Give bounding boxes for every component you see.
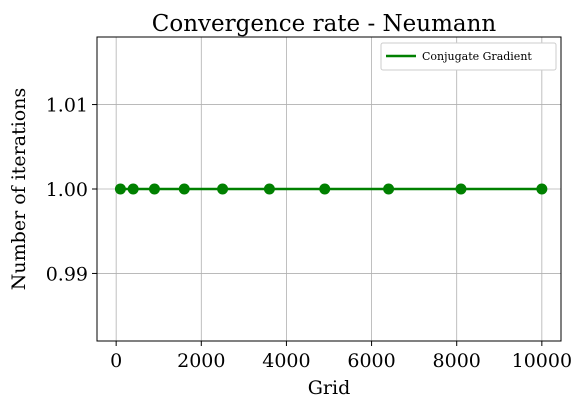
data-point [148,183,160,195]
legend: Conjugate Gradient [380,42,557,71]
data-point [114,183,126,195]
x-tick-label: 4000 [262,350,310,372]
data-point [127,183,139,195]
data-point [263,183,275,195]
chart-title: Convergence rate - Neumann [152,11,497,37]
y-tick-label: 1.01 [46,95,88,117]
x-tick-label: 10000 [512,350,572,372]
x-tick-label: 8000 [433,350,481,372]
y-tick-label: 0.99 [46,263,88,285]
legend-box [380,42,557,71]
data-point [383,183,395,195]
data-point [178,183,190,195]
x-tick-label: 0 [110,350,122,372]
x-tick-label: 2000 [177,350,225,372]
tick-layer: 0 2000 4000 6000 8000 10000 0.99 1.00 1.01 [46,95,572,372]
series-layer [114,183,548,195]
x-tick-label: 6000 [347,350,395,372]
legend-entry-conjugate-gradient: Conjugate Gradient [422,50,532,63]
x-axis-label: Grid [308,377,351,399]
y-tick-label: 1.00 [46,179,88,201]
data-point [455,183,467,195]
data-point [217,183,229,195]
data-point [319,183,331,195]
data-point [536,183,548,195]
y-axis-label: Number of iterations [8,88,30,290]
